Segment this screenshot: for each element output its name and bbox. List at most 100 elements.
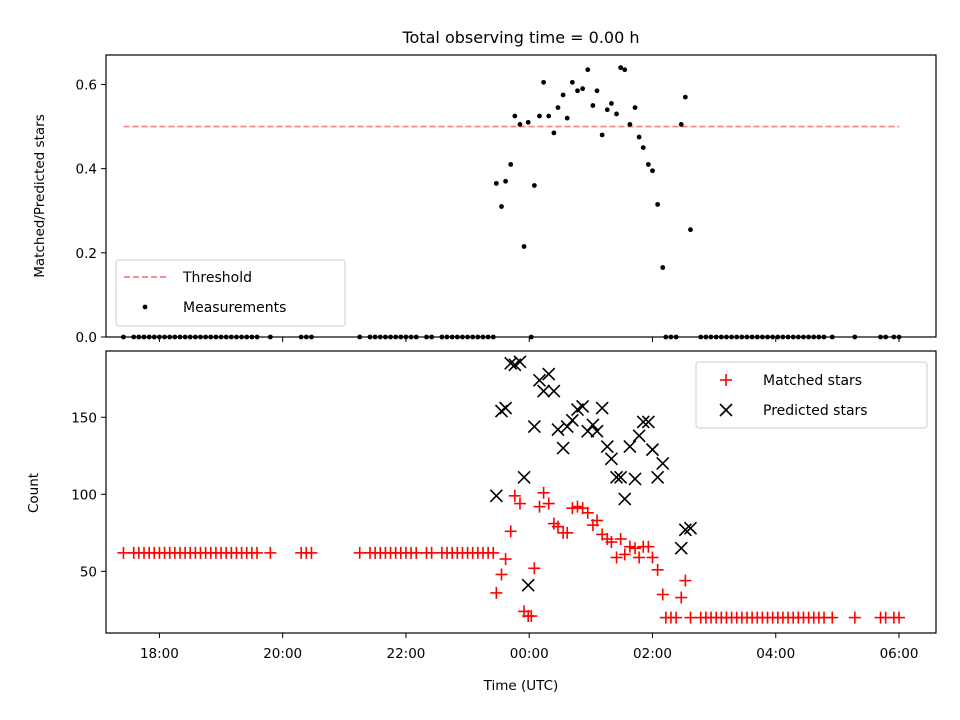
- predicted-x-b: [628, 472, 642, 486]
- top-x-ticks: [158, 337, 900, 342]
- predicted-point: [499, 401, 513, 415]
- measurement-point: [569, 79, 575, 85]
- matched-point: [646, 551, 659, 564]
- matched-point: [826, 611, 839, 624]
- matched-point: [605, 536, 618, 549]
- measurement-point: [636, 134, 642, 140]
- predicted-point: [532, 373, 547, 387]
- predicted-x-b: [618, 492, 632, 506]
- measurement-point: [493, 180, 499, 186]
- predicted-x-b: [645, 443, 660, 457]
- bottom-panel: 50 100 150 18:00 20:00 22:00 00:00 02:00 04:00 0…: [26, 350, 937, 694]
- predicted-point: [517, 470, 531, 484]
- measurement-point: [599, 132, 605, 138]
- matched-point: [117, 546, 130, 559]
- predicted-x-b: [521, 578, 535, 592]
- measurement-point: [560, 92, 566, 98]
- y-tick-label: 0.0: [76, 330, 97, 346]
- matched-point: [566, 502, 579, 515]
- measurement-point: [645, 162, 651, 167]
- y-tick-label: 150: [71, 410, 97, 426]
- predicted-x-b: [678, 523, 692, 537]
- predicted-x-b: [499, 401, 513, 415]
- y-tick-label: 50: [80, 564, 97, 580]
- predicted-x-b: [595, 401, 609, 415]
- measurement-point: [622, 67, 628, 73]
- predicted-point: [489, 489, 503, 503]
- predicted-x-b: [651, 470, 665, 484]
- predicted-x-b: [632, 429, 646, 443]
- measurement-point: [590, 103, 596, 108]
- matched-point: [633, 551, 646, 564]
- predicted-x-b: [656, 456, 670, 471]
- measurement-point: [551, 130, 557, 136]
- measurement-point: [682, 94, 688, 100]
- measurement-point: [564, 115, 570, 121]
- predicted-x-b: [537, 384, 551, 398]
- measurement-point: [580, 86, 586, 92]
- predicted-point: [683, 521, 698, 535]
- x-tick-label: 02:00: [633, 646, 672, 662]
- measurement-point: [521, 244, 527, 249]
- predicted-point: [556, 441, 570, 455]
- matched-point: [533, 500, 546, 513]
- matched-point: [670, 611, 683, 624]
- predicted-point: [547, 384, 561, 398]
- predicted-x-b: [532, 373, 547, 387]
- predicted-point: [641, 415, 655, 429]
- y-tick-label: 100: [71, 487, 97, 503]
- legend-predicted-label: Predicted stars: [763, 403, 868, 419]
- measurement-point: [650, 168, 655, 174]
- bottom-y-ticks: 50 100 150: [71, 410, 106, 580]
- matched-point: [495, 568, 508, 581]
- measurement-point: [655, 202, 661, 207]
- measurement-point: [618, 65, 624, 71]
- bottom-plot-marks: [117, 355, 906, 624]
- predicted-point: [604, 452, 618, 466]
- matched-point: [528, 562, 541, 575]
- predicted-x-b: [527, 419, 541, 434]
- legend-measurements-label: Measurements: [183, 300, 286, 316]
- matched-point: [561, 526, 574, 539]
- top-y-axis-label: Matched/Predicted stars: [32, 114, 48, 277]
- predicted-x-b: [674, 541, 688, 555]
- measurement-point: [660, 265, 666, 270]
- x-tick-label: 18:00: [140, 646, 179, 662]
- predicted-point: [590, 424, 604, 438]
- measurement-point: [508, 162, 514, 167]
- matched-point: [618, 548, 631, 561]
- bottom-axes-frame: [105, 350, 937, 634]
- measurement-point: [537, 113, 542, 119]
- predicted-x-b: [542, 367, 556, 381]
- matched-point: [629, 542, 642, 555]
- measurement-point: [594, 88, 600, 94]
- matched-point: [610, 551, 623, 564]
- x-tick-label: 06:00: [880, 646, 919, 662]
- top-panel: 0.0 0.2 0.4 0.6 Total observing time = 0.00…: [32, 28, 937, 346]
- predicted-x-b: [683, 521, 698, 535]
- measurement-point: [640, 145, 646, 150]
- predicted-point: [614, 470, 628, 484]
- predicted-x-b: [604, 452, 618, 466]
- predicted-x-b: [609, 470, 624, 484]
- predicted-point: [645, 443, 660, 457]
- matched-point: [305, 546, 318, 559]
- measurement-point: [575, 88, 580, 94]
- matched-point: [614, 533, 627, 545]
- matched-point: [410, 546, 423, 559]
- legend-matched-swatch: [720, 374, 732, 386]
- matched-point: [508, 489, 521, 502]
- predicted-x-b: [517, 470, 531, 484]
- bottom-x-ticks: 18:00 20:00 22:00 00:00 02:00 04:00 06:00: [140, 633, 919, 662]
- predicted-point: [565, 413, 579, 427]
- measurement-point: [678, 122, 684, 127]
- bottom-y-axis-label: Count: [26, 473, 42, 513]
- predicted-x-b: [614, 470, 628, 484]
- predicted-point: [537, 384, 551, 398]
- matched-point: [487, 546, 500, 559]
- legend-threshold-label: Threshold: [182, 270, 252, 286]
- x-tick-label: 20:00: [263, 646, 302, 662]
- matched-point: [675, 591, 688, 604]
- predicted-point: [600, 439, 614, 454]
- predicted-x-b: [551, 423, 565, 437]
